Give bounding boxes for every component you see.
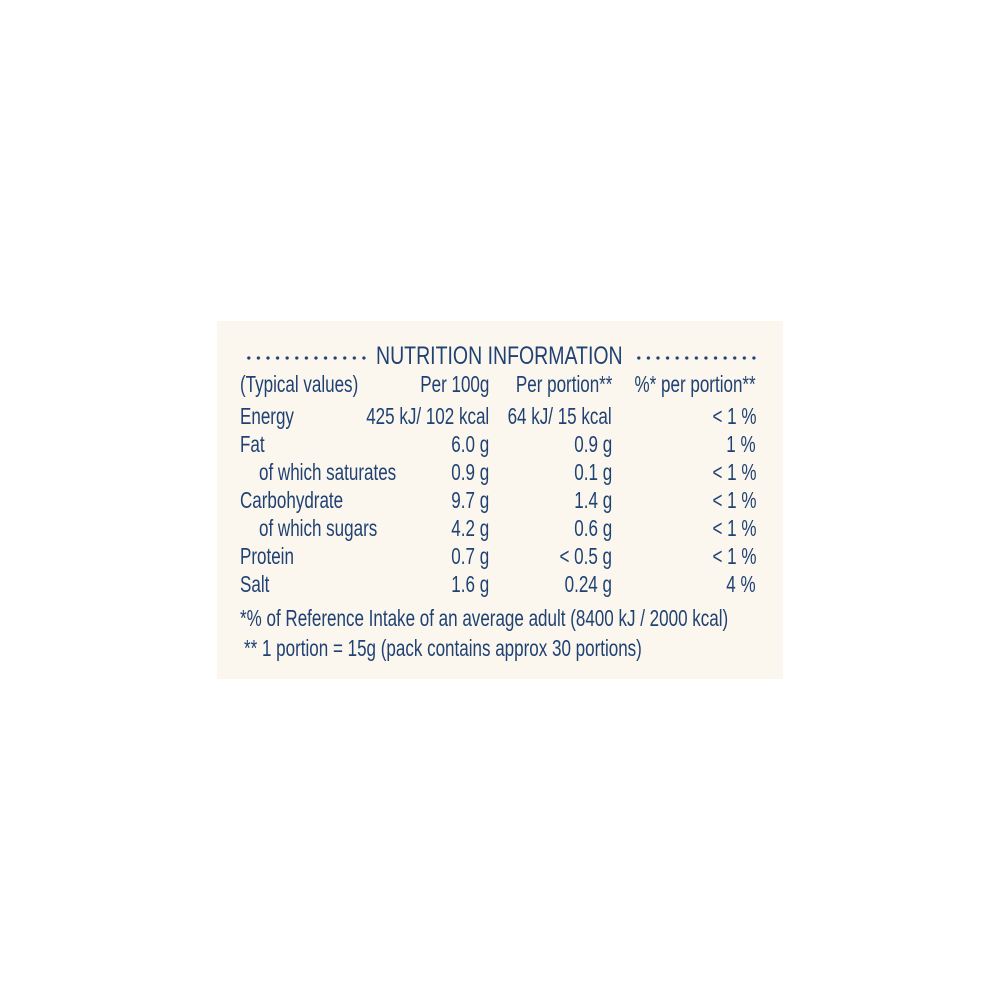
- row-per-portion: 0.6 g: [574, 515, 612, 541]
- row-per-100g: 9.7 g: [451, 487, 489, 513]
- title-dots-right: [634, 356, 756, 360]
- row-ri-percent: < 1 %: [711, 403, 756, 429]
- row-label: Energy: [240, 403, 294, 429]
- row-ri-percent: < 1 %: [711, 459, 756, 485]
- table-title: NUTRITION INFORMATION: [376, 342, 623, 370]
- row-ri-percent: 1 %: [726, 431, 756, 457]
- header-ri-percent: %* per portion**: [634, 371, 756, 397]
- row-per-100g: 6.0 g: [451, 431, 489, 457]
- row-per-portion: 1.4 g: [574, 487, 612, 513]
- row-ri-percent: < 1 %: [711, 543, 756, 569]
- nutrition-panel: [217, 321, 783, 679]
- row-label: of which saturates: [259, 459, 397, 485]
- row-label: Carbohydrate: [240, 487, 344, 513]
- row-per-100g: 1.6 g: [451, 571, 489, 597]
- header-per-100g: Per 100g: [419, 371, 489, 397]
- row-ri-percent: < 1 %: [711, 515, 756, 541]
- row-label: Salt: [240, 571, 270, 597]
- row-per-portion: 0.9 g: [574, 431, 612, 457]
- row-label: Protein: [240, 543, 294, 569]
- row-per-100g: 4.2 g: [451, 515, 489, 541]
- header-typical-values: (Typical values): [240, 371, 359, 397]
- row-per-portion: 0.24 g: [564, 571, 612, 597]
- row-per-portion: < 0.5 g: [559, 543, 612, 569]
- row-label: Fat: [240, 431, 265, 457]
- row-per-100g: 0.7 g: [451, 543, 489, 569]
- row-per-portion: 64 kJ/ 15 kcal: [507, 403, 612, 429]
- footnote-portion: ** 1 portion = 15g (pack contains approx…: [244, 635, 642, 661]
- row-ri-percent: < 1 %: [711, 487, 756, 513]
- row-label: of which sugars: [259, 515, 378, 541]
- row-per-100g: 0.9 g: [451, 459, 489, 485]
- footnote-reference-intake: *% of Reference Intake of an average adu…: [240, 605, 729, 631]
- title-dots-left: [244, 356, 366, 360]
- header-per-portion: Per portion**: [515, 371, 612, 397]
- row-per-portion: 0.1 g: [574, 459, 612, 485]
- row-per-100g: 425 kJ/ 102 kcal: [365, 403, 489, 429]
- row-ri-percent: 4 %: [726, 571, 756, 597]
